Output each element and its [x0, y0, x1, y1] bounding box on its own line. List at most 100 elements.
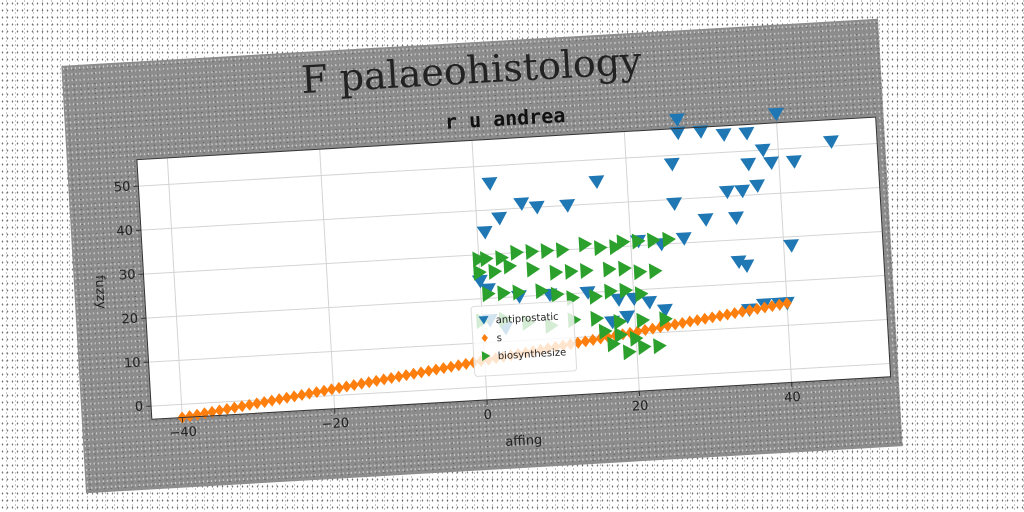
- s-point: [401, 369, 412, 382]
- biosynthesize-point: [633, 264, 648, 281]
- s-point: [408, 367, 419, 380]
- y-tick-label: 50: [113, 180, 130, 196]
- biosynthesize-point: [497, 285, 511, 302]
- y-tick-label: 30: [119, 268, 136, 284]
- s-point: [647, 322, 658, 335]
- s-point: [767, 300, 777, 313]
- y-tick-label: 40: [116, 224, 133, 240]
- biosynthesize-point: [549, 264, 564, 281]
- x-tick-label: 40: [784, 390, 801, 406]
- s-point: [237, 400, 247, 413]
- s-point: [207, 405, 217, 418]
- antiprostatic-point: [619, 310, 636, 325]
- antiprostatic-point: [675, 232, 692, 246]
- antiprostatic-point: [666, 197, 682, 211]
- biosynthesize-point: [662, 231, 676, 248]
- s-point: [244, 398, 255, 411]
- biosynthesize-point: [648, 263, 663, 280]
- x-tick-label: −20: [321, 416, 349, 433]
- antiprostatic-point: [785, 155, 802, 169]
- s-point: [192, 408, 203, 421]
- s-point: [379, 373, 389, 386]
- antiprostatic-point: [822, 135, 839, 149]
- biosynthesize-point: [482, 286, 496, 303]
- s-point: [700, 312, 710, 325]
- legend-marker-biosynthesize: [481, 351, 491, 362]
- s-point: [715, 309, 725, 322]
- plot-frame: [136, 116, 892, 420]
- s-point: [394, 370, 404, 383]
- antiprostatic-point: [783, 239, 800, 253]
- antiprostatic-point: [715, 128, 732, 142]
- s-point: [267, 394, 277, 407]
- y-gridline: [138, 143, 878, 187]
- antiprostatic-point: [734, 184, 751, 199]
- biosynthesize-point: [629, 330, 644, 347]
- x-axis-label: affing: [505, 433, 543, 450]
- antiprostatic-point: [668, 113, 685, 127]
- s-point: [289, 390, 300, 403]
- biosynthesize-point: [619, 282, 634, 299]
- antiprostatic-point: [656, 303, 673, 318]
- s-point: [229, 401, 240, 414]
- chart-svg: antiprostatic s biosynthesize −40 −20 0 20 40 0…: [91, 107, 892, 450]
- s-point: [184, 410, 195, 423]
- s-point: [722, 308, 733, 321]
- biosynthesize-point: [535, 283, 549, 300]
- biosynthesize-point: [607, 336, 621, 353]
- s-point: [573, 336, 583, 349]
- x-gridline: [166, 157, 183, 418]
- s-point: [341, 380, 352, 393]
- s-point: [737, 305, 748, 318]
- biosynthesize-point: [480, 251, 494, 268]
- biosynthesize-point: [503, 258, 518, 275]
- s-point: [759, 301, 770, 314]
- biosynthesize-point: [637, 339, 652, 356]
- biosynthesize-point: [589, 288, 603, 305]
- s-point: [707, 311, 718, 324]
- antiprostatic-point: [513, 197, 530, 211]
- biosynthesize-point: [510, 244, 524, 261]
- antiprostatic-point: [528, 200, 545, 215]
- s-point: [692, 314, 703, 327]
- figure-card: F palaeohistology r u andrea antiprostat…: [61, 18, 903, 494]
- s-point: [632, 325, 643, 338]
- biosynthesize-point: [590, 310, 605, 327]
- biosynthesize-point: [618, 260, 632, 277]
- antiprostatic-point: [767, 107, 784, 122]
- s-point: [729, 307, 740, 320]
- s-point: [752, 302, 762, 315]
- biosynthesize-point: [555, 242, 570, 259]
- x-gridline: [319, 149, 336, 409]
- s-point: [640, 324, 650, 337]
- legend-label-s: s: [496, 333, 502, 344]
- antiprostatic-point: [669, 126, 686, 141]
- s-point: [446, 360, 456, 373]
- y-tick-label: 10: [124, 356, 141, 372]
- y-gridline: [140, 187, 880, 231]
- x-tick-label: −40: [169, 425, 197, 442]
- biosynthesize-point: [613, 314, 628, 330]
- antiprostatic-point: [579, 286, 596, 300]
- antiprostatic-point: [697, 213, 714, 227]
- s-point: [311, 386, 322, 399]
- plot-area: [136, 117, 891, 420]
- legend: antiprostatic s biosynthesize: [470, 300, 578, 377]
- biosynthesize-point: [609, 239, 623, 256]
- antiprostatic-point: [762, 156, 779, 171]
- s-point: [356, 377, 367, 390]
- biosynthesize-point: [540, 243, 555, 260]
- legend-marker-antiprostatic: [478, 315, 489, 325]
- biosynthesize-point: [472, 251, 487, 268]
- biosynthesize-point: [594, 240, 608, 257]
- antiprostatic-point: [718, 185, 735, 200]
- antiprostatic-point: [727, 211, 744, 226]
- y-axis-label: fuzzy: [91, 275, 108, 310]
- s-point: [461, 357, 471, 370]
- biosynthesize-point: [604, 283, 618, 300]
- s-point: [274, 393, 285, 406]
- biosynthesize-point: [526, 261, 541, 278]
- s-point: [655, 321, 665, 334]
- biosynthesize-point: [614, 327, 628, 344]
- s-point: [774, 298, 785, 311]
